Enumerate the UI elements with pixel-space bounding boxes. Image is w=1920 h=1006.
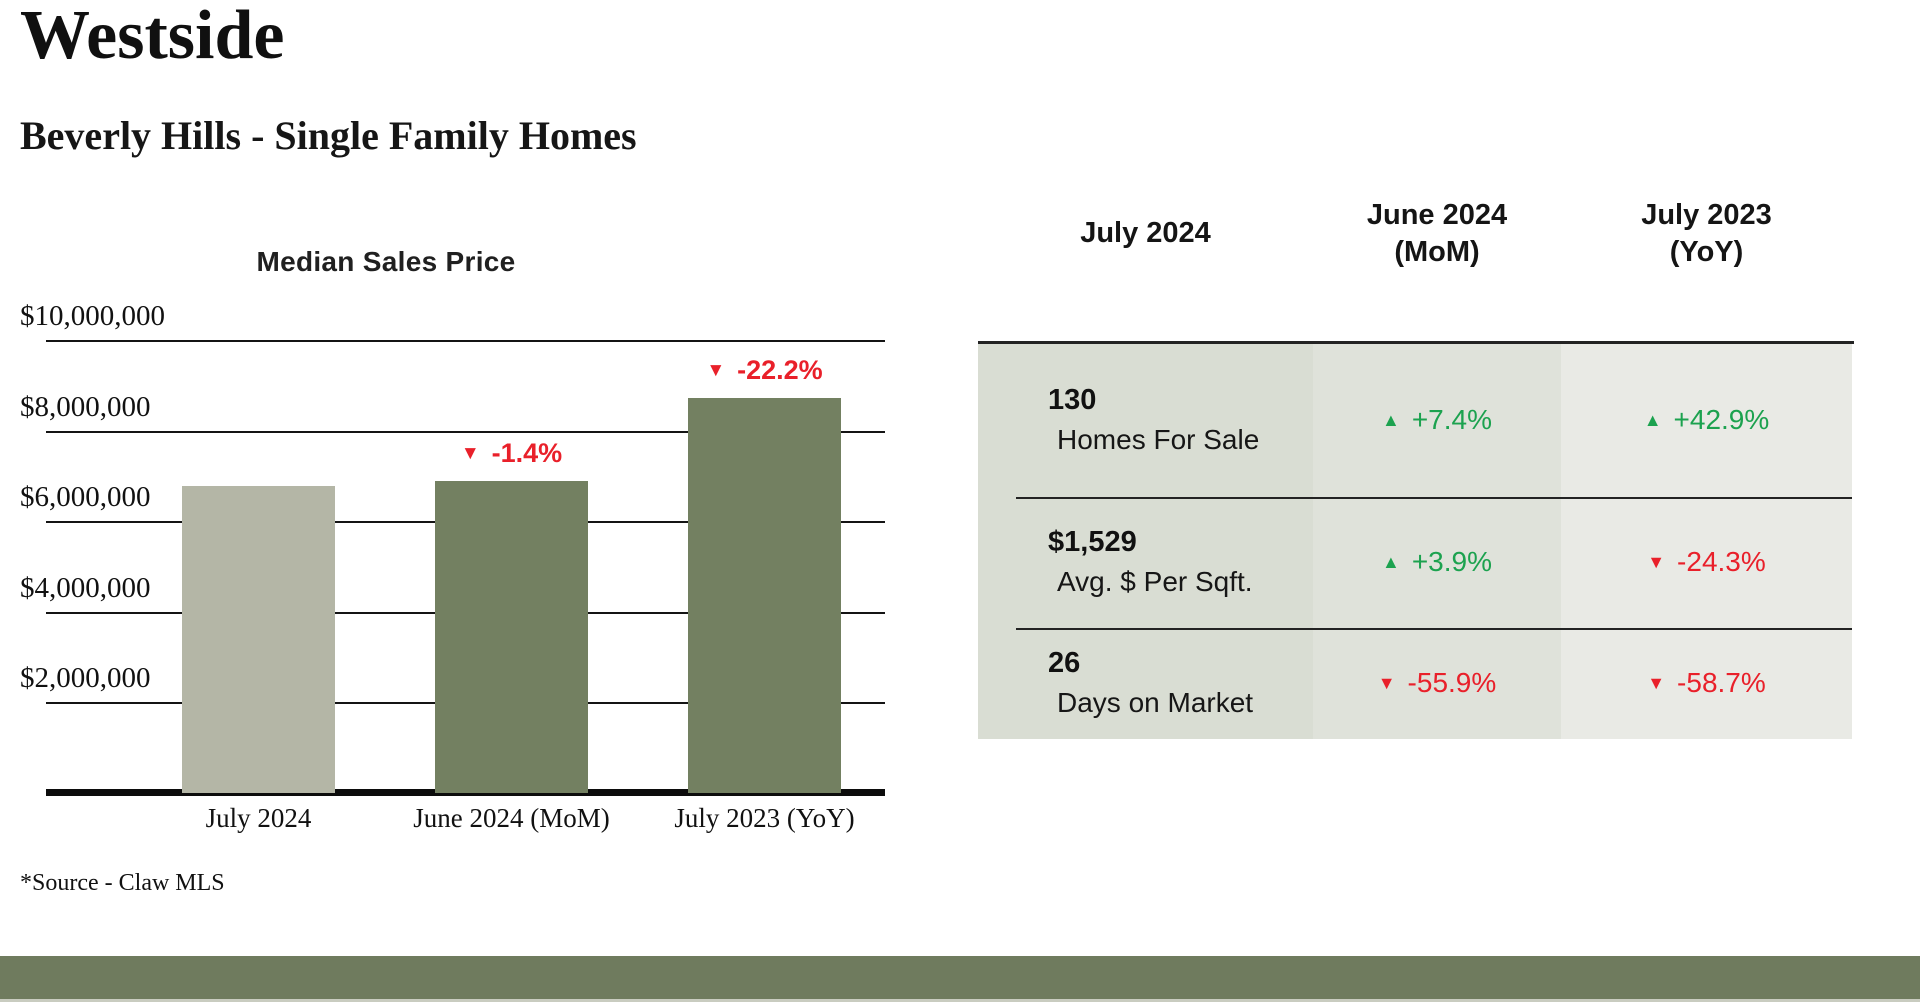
y-axis-tick-label: $10,000,000 [20,300,165,332]
down-triangle-icon: ▼ [1377,673,1396,693]
header-line2: (YoY) [1669,236,1744,268]
table-row-days-on-market: 26 Days on Market ▼ -55.9% ▼ -58.7% [978,627,1852,739]
x-axis-label: July 2024 [205,803,312,833]
stat-label: Avg. $ Per Sqft. [1057,565,1253,597]
stat-value: 130 [1048,384,1097,416]
y-axis-tick-label: $2,000,000 [20,662,151,695]
down-triangle-icon: ▼ [1647,551,1666,572]
percent-change: -24.3% [1677,545,1766,577]
chart-bar [688,397,841,793]
percent-change: -55.9% [1407,667,1497,698]
stat-label: Homes For Sale [1057,424,1260,455]
annotation-value: -1.4% [491,438,563,469]
header-line1: July 2023 [1641,198,1772,231]
y-axis-tick-label: $6,000,000 [20,481,151,514]
y-axis-tick-label: $8,000,000 [20,390,151,423]
chart-title: Median Sales Price [256,246,516,277]
x-axis-label: June 2024 (MoM) [413,803,610,833]
up-triangle-icon: ▲ [1382,551,1400,572]
table-row-homes-for-sale: 130 Homes For Sale ▲ +7.4% ▲ +42.9% [978,344,1852,496]
source-note: *Source - Claw MLS [20,870,225,896]
table-header-row: July 2024 June 2024 (MoM) July 2023 (YoY… [978,188,1852,280]
bar-annotation: ▼ -22.2% [706,355,822,386]
up-triangle-icon: ▲ [1382,410,1400,430]
stat-cell: $1,529 Avg. $ Per Sqft. [978,496,1313,627]
x-axis-label: July 2023 (YoY) [674,803,855,833]
mom-change-cell: ▲ +3.9% [1313,496,1561,627]
stat-label: Days on Market [1057,687,1254,718]
mom-change-cell: ▼ -55.9% [1313,627,1561,739]
table-header-june-2024-mom: June 2024 (MoM) [1313,188,1561,280]
yoy-change-cell: ▼ -24.3% [1561,496,1852,627]
percent-change: +3.9% [1411,545,1492,577]
percent-change: +7.4% [1411,404,1492,435]
chart-bar [435,481,588,793]
stat-cell: 130 Homes For Sale [978,344,1313,496]
y-gridline [46,340,885,342]
down-triangle-icon: ▼ [706,359,726,381]
yoy-change-cell: ▲ +42.9% [1561,344,1852,496]
header-line2: (MoM) [1394,236,1480,268]
stat-cell: 26 Days on Market [978,627,1313,739]
down-triangle-icon: ▼ [460,443,480,465]
table-top-border [978,341,1854,344]
y-axis-tick-label: $4,000,000 [20,571,151,604]
page-title: Westside [20,0,285,74]
page-subtitle: Beverly Hills - Single Family Homes [20,113,637,158]
header-line1: July 2024 [1080,217,1211,250]
table-header-july-2024: July 2024 [978,188,1313,280]
stat-value: 26 [1048,647,1081,679]
table-row-divider [1016,628,1852,630]
header-line1: June 2024 [1366,198,1508,231]
table-header-july-2023-yoy: July 2023 (YoY) [1561,188,1852,280]
percent-change: -58.7% [1677,667,1766,698]
chart-bar [182,485,335,793]
yoy-change-cell: ▼ -58.7% [1561,627,1852,739]
bar-annotation: ▼ -1.4% [461,438,562,469]
percent-change: +42.9% [1673,404,1770,435]
chart-plot: $2,000,000 $4,000,000 $6,000,000 $8,000,000… [20,300,885,833]
annotation-value: -22.2% [737,354,823,385]
table-row-avg-price-per-sqft: $1,529 Avg. $ Per Sqft. ▲ +3.9% ▼ -24.3% [978,496,1852,627]
stat-value: $1,529 [1048,525,1137,558]
down-triangle-icon: ▼ [1647,673,1666,693]
mom-change-cell: ▲ +7.4% [1313,344,1561,496]
up-triangle-icon: ▲ [1643,410,1662,430]
table-row-divider [1016,497,1852,499]
stats-table: July 2024 June 2024 (MoM) July 2023 (YoY… [978,188,1854,740]
y-gridline [46,430,885,433]
footer-bar [0,956,1920,1002]
table-body: 130 Homes For Sale ▲ +7.4% ▲ +42.9% $1,5… [978,344,1852,739]
